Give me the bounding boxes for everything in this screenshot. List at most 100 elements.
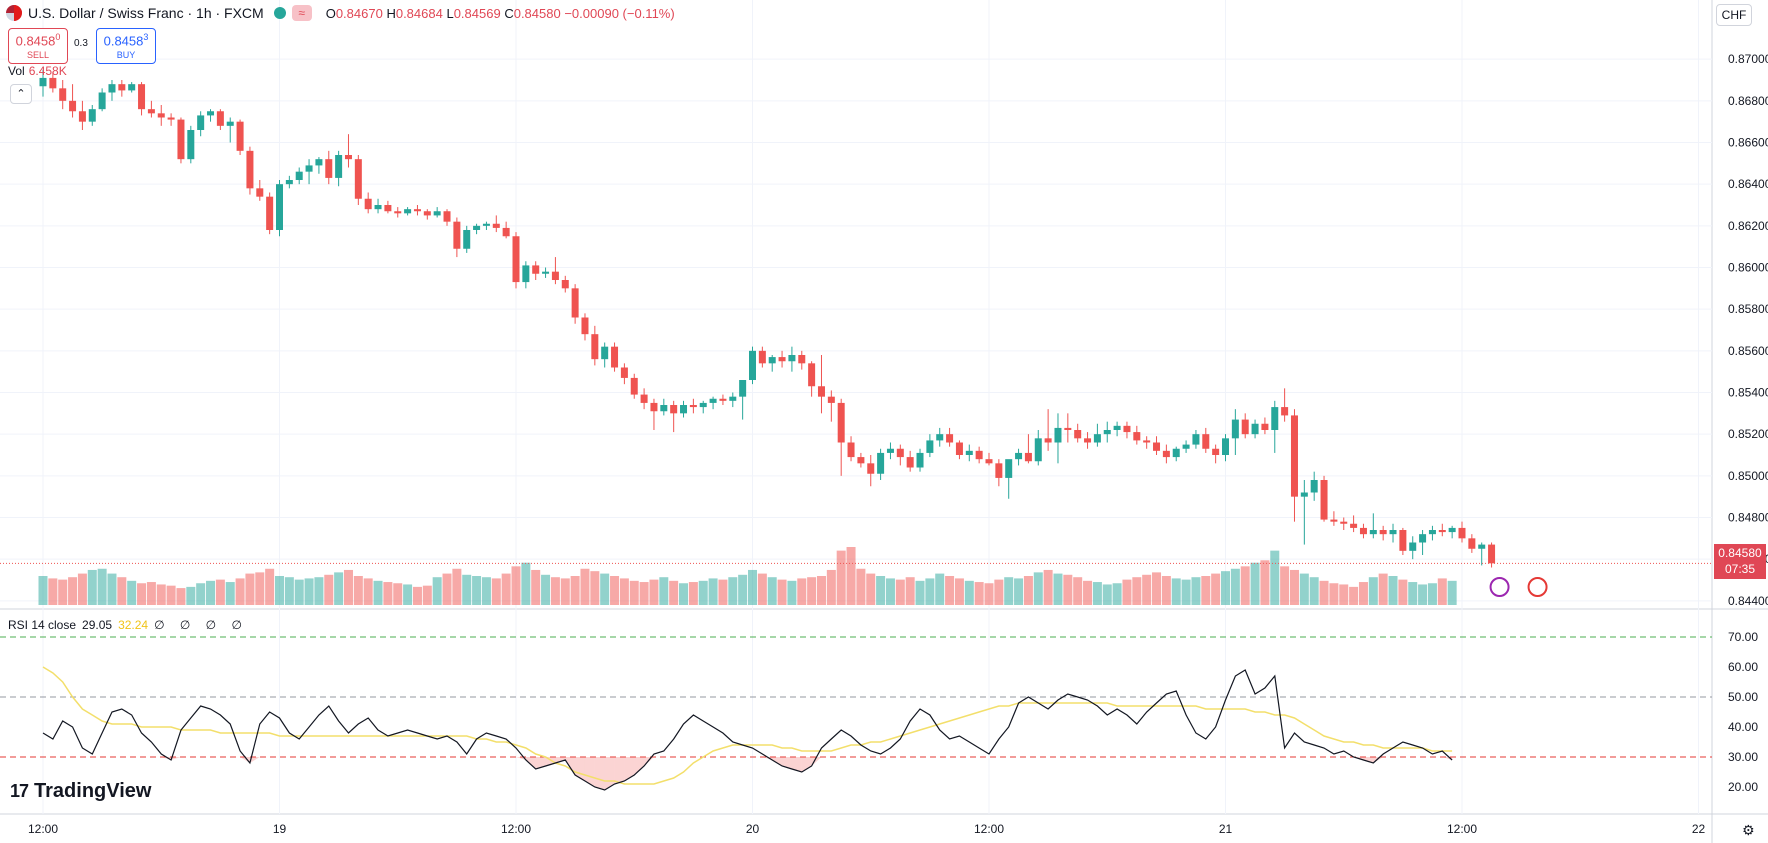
sell-button[interactable]: 0.84580 SELL: [8, 28, 68, 64]
candle-body: [226, 121, 234, 126]
candle-body: [886, 448, 894, 453]
volume-bar: [1230, 568, 1240, 605]
volume-bar: [639, 582, 649, 605]
candle-body: [512, 236, 520, 283]
candle-body: [1143, 440, 1151, 443]
x-tick-label: 12:00: [974, 822, 1004, 836]
volume-bar: [373, 580, 383, 605]
candle-body: [778, 357, 786, 362]
currency-selector[interactable]: CHF: [1716, 4, 1752, 26]
volume-bar: [314, 577, 324, 605]
candle-body: [699, 402, 707, 408]
volume-bar: [452, 568, 462, 605]
rsi-oversold-fill: [1363, 757, 1374, 763]
volume-bar: [1289, 569, 1299, 605]
candle-body: [423, 211, 431, 216]
rsi-oversold-fill: [240, 757, 250, 763]
wave-icon[interactable]: ≈: [291, 5, 312, 21]
rsi-oversold-fill: [782, 757, 792, 769]
candle-body: [749, 350, 756, 380]
volume-bar: [1043, 569, 1053, 605]
candle-body: [1350, 523, 1358, 528]
volume-bar: [353, 576, 363, 605]
symbol-header: U.S. Dollar / Swiss Franc · 1h · FXCM ≈ …: [0, 0, 675, 26]
volume-bar: [964, 580, 974, 605]
volume-bar: [68, 577, 78, 605]
volume-bar: [1427, 583, 1437, 605]
volume-bar: [87, 569, 97, 605]
volume-bar: [550, 577, 560, 605]
volume-bar: [1171, 578, 1181, 605]
candle-body: [1192, 434, 1200, 445]
symbol-title[interactable]: U.S. Dollar / Swiss Franc · 1h · FXCM: [28, 5, 264, 21]
volume-bar: [649, 579, 659, 605]
candle-body: [1448, 527, 1456, 533]
volume-bar: [1073, 577, 1083, 605]
candle-body: [620, 367, 628, 378]
candle-body: [1074, 430, 1082, 439]
candle-body: [276, 184, 283, 230]
volume-bar: [491, 578, 501, 605]
candle-body: [660, 405, 668, 412]
candle-body: [1212, 448, 1220, 455]
candle-body: [1113, 425, 1121, 430]
volume-bar: [994, 579, 1004, 605]
rsi-oversold-fill: [171, 757, 181, 760]
volume-bar: [472, 576, 482, 605]
candle-body: [1359, 527, 1367, 535]
volume-bar: [1221, 571, 1230, 605]
volume-bar: [137, 583, 147, 605]
y-tick-label: 0.84800: [1728, 511, 1768, 525]
volume-bar: [1408, 582, 1418, 605]
rsi-oversold-fill: [644, 757, 654, 766]
candle-body: [857, 457, 865, 464]
tradingview-logo[interactable]: 17 TradingView: [10, 780, 152, 802]
volume-bar: [1437, 578, 1447, 605]
buy-button[interactable]: 0.84583 BUY: [96, 28, 156, 64]
volume-bar: [679, 583, 689, 605]
volume-bar: [363, 578, 373, 605]
candle-body: [118, 84, 126, 91]
rsi-tick-label: 30.00: [1728, 750, 1758, 764]
volume-bar: [984, 583, 994, 605]
rsi-tick-label: 20.00: [1728, 780, 1758, 794]
candle-body: [39, 77, 47, 87]
candle-body: [906, 457, 914, 468]
volume-bar: [176, 588, 186, 605]
volume-bar: [570, 576, 580, 605]
candle-body: [59, 88, 67, 101]
candle-body: [1261, 423, 1269, 430]
candle-body: [98, 92, 106, 110]
x-tick-label: 12:00: [501, 822, 531, 836]
candle-body: [758, 350, 766, 364]
volume-bar: [1191, 577, 1201, 605]
ohlc-values: O0.84670 H0.84684 L0.84569 C0.84580 −0.0…: [325, 5, 675, 21]
spread-value: 0.3: [74, 38, 88, 49]
y-tick-label: 0.85200: [1728, 427, 1768, 441]
candle-body: [453, 221, 461, 249]
price-change: −0.00090 (−0.11%): [564, 5, 675, 21]
volume-legend: Vol 6.458K: [8, 64, 67, 78]
volume-bar: [1388, 576, 1398, 605]
gear-icon[interactable]: ⚙: [1742, 822, 1755, 838]
volume-bar: [255, 572, 265, 605]
x-tick-label: 20: [746, 822, 760, 836]
collapse-icon[interactable]: ⌃: [10, 84, 32, 104]
volume-bar: [196, 583, 206, 605]
volume-bar: [580, 568, 590, 605]
rsi-ma-line: [42, 666, 1453, 785]
candle-body: [1488, 544, 1496, 564]
candle-body: [670, 405, 678, 414]
volume-bar: [156, 584, 166, 605]
candle-body: [482, 223, 490, 226]
candle-body: [49, 77, 57, 89]
rsi-oversold-fill: [624, 757, 635, 781]
candle-body: [571, 288, 579, 318]
volume-bar: [531, 569, 541, 605]
volume-bar: [925, 578, 935, 605]
rsi-oversold-fill: [161, 757, 172, 760]
volume-bar: [787, 580, 797, 605]
rsi-tick-label: 40.00: [1728, 720, 1758, 734]
candle-body: [798, 355, 806, 364]
